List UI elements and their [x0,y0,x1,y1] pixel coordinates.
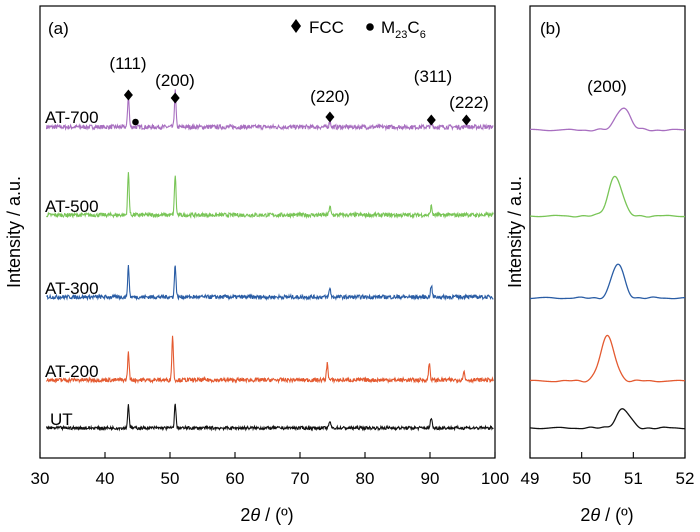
panel-b-tick-label: 52 [676,469,695,488]
panel-b-curves [529,107,686,430]
panel-a-peak-markers: (111) (200) (220) (311) (222) [109,54,489,126]
legend-fcc-diamond-icon [291,19,301,33]
panel-a-x-ticks: 30 40 50 60 70 80 90 100 [31,452,509,488]
panel-b-x-ticks: 49 50 51 52 [521,452,695,488]
hkl-label: (222) [449,93,489,112]
panel-a-tick-label: 50 [161,469,180,488]
panel-b-ylabel: Intensity / a.u. [505,176,525,288]
panel-a-curves [45,89,494,432]
panel-a-label: (a) [48,19,69,38]
series-label-at-500: AT-500 [45,197,99,216]
fcc-diamond-icon [426,114,436,126]
panel-a-ylabel: Intensity / a.u. [4,176,24,288]
panel-a-tick-label: 30 [31,469,50,488]
panel-a-curve-at-200 [46,335,494,385]
panel-b-curve-at-500 [529,175,686,218]
panel-b-curve-at-200 [529,334,686,383]
legend-fcc-label: FCC [309,18,344,37]
panel-b-curve-at-300 [529,263,686,300]
series-label-at-300: AT-300 [45,279,99,298]
hkl-label: (311) [414,67,452,86]
series-label-ut: UT [50,410,73,429]
legend-carbide-label: M23C6 [381,18,426,41]
panel-b-frame [529,5,686,459]
panel-b-title: (200) [587,77,627,96]
panel-a-tick-label: 70 [291,469,310,488]
panel-b-curve-at-700 [529,107,686,132]
fcc-diamond-icon [461,114,471,126]
panel-a-tick-label: 80 [356,469,375,488]
panel-b-tick-label: 49 [521,469,540,488]
panel-a-curve-at-500 [46,172,494,220]
panel-a-xlabel: 2θ / (º) [240,505,293,525]
legend-carbide-dot-icon [366,23,374,31]
panel-b-tick-label: 51 [624,469,643,488]
fcc-diamond-icon [123,89,133,101]
legend: FCC M23C6 [291,18,426,41]
panel-b-curve-ut [529,408,685,430]
panel-a-tick-label: 90 [421,469,440,488]
series-label-at-200: AT-200 [45,362,99,381]
panel-a-tick-label: 100 [481,469,509,488]
panel-a-curve-at-300 [46,265,494,302]
panel-b-tick-label: 50 [572,469,591,488]
panel-a-frame [39,5,496,459]
carbide-dot-icon [132,118,139,126]
panel-a-curve-at-700 [45,89,494,132]
panel-b-label: (b) [540,19,561,38]
fcc-diamond-icon [325,111,335,123]
panel-a-curve-ut [45,403,494,432]
panel-a-tick-label: 60 [226,469,245,488]
panel-a-series-labels: AT-700 AT-500 AT-300 AT-200 UT [45,108,99,429]
panel-b-xlabel: 2θ / (º) [580,505,633,525]
hkl-label: (111) [109,54,146,73]
hkl-label: (200) [155,71,195,90]
fcc-diamond-icon [170,92,180,104]
series-label-at-700: AT-700 [45,108,99,127]
panel-a-tick-label: 40 [96,469,115,488]
hkl-label: (220) [310,87,350,106]
